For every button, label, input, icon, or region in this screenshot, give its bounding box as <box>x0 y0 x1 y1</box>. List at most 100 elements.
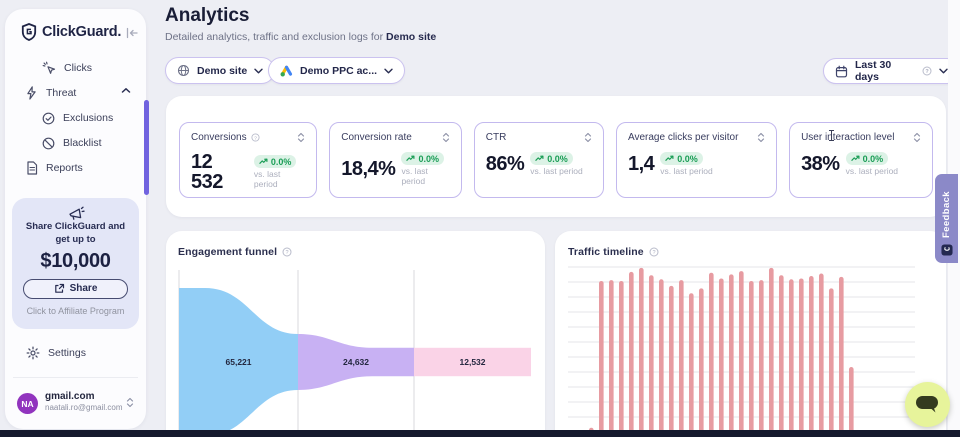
promo-footer: Click to Affiliate Program <box>26 305 125 316</box>
kpi-value: 1,4 <box>627 153 655 175</box>
sidebar-divider <box>13 377 138 378</box>
sidebar-item-exclusions[interactable]: Exclusions <box>42 108 113 128</box>
sidebar-item-threat[interactable]: Threat <box>26 83 76 103</box>
kpi-label: Conversions <box>191 132 247 143</box>
trend-up-icon <box>665 155 674 161</box>
threat-icon <box>26 86 38 100</box>
logo: ClickGuard. <box>21 23 121 41</box>
svg-text:?: ? <box>925 69 929 75</box>
info-circle-icon[interactable]: ? <box>282 247 292 257</box>
svg-text:65,221: 65,221 <box>226 357 252 367</box>
info-circle-icon[interactable]: ? <box>649 247 659 257</box>
promo-text-line1: Share ClickGuard and <box>25 221 126 232</box>
sort-stepper-icon[interactable] <box>584 132 592 143</box>
share-button[interactable]: Share <box>23 278 128 299</box>
share-button-label: Share <box>69 283 98 295</box>
funnel-chart-title: Engagement funnel <box>178 246 278 258</box>
sidebar-item-label: Clicks <box>64 62 92 74</box>
chat-widget-button[interactable] <box>905 382 950 427</box>
sort-stepper-icon[interactable] <box>913 132 921 143</box>
select-stepper-icon <box>126 397 134 408</box>
kpi-delta-badge: 0.0% <box>530 152 573 165</box>
circle-check-icon <box>42 112 55 125</box>
svg-text:?: ? <box>652 250 655 256</box>
kpi-value: 18,4% <box>341 158 396 180</box>
sidebar-item-clicks[interactable]: Clicks <box>42 58 92 78</box>
site-filter-dropdown[interactable]: Demo site <box>165 57 276 84</box>
timeline-chart-title: Traffic timeline <box>568 246 644 258</box>
ppc-account-dropdown[interactable]: Demo PPC ac... <box>268 57 406 84</box>
feedback-tab[interactable]: Feedback <box>935 174 958 263</box>
page-subtitle: Detailed analytics, traffic and exclusio… <box>165 31 436 43</box>
kpi-label: Conversion rate <box>341 132 412 143</box>
ban-icon <box>42 137 55 150</box>
account-email: naatali.ro@gmail.com <box>45 403 123 412</box>
kpi-label: CTR <box>485 132 507 143</box>
kpi-card-avg-clicks: Average clicks per visitor 1,4 0.0% vs. … <box>615 122 778 198</box>
svg-text:?: ? <box>286 250 289 256</box>
sidebar-item-blacklist[interactable]: Blacklist <box>42 133 102 153</box>
page-subtitle-text: Detailed analytics, traffic and exclusio… <box>165 31 384 43</box>
site-filter-value: Demo site <box>197 64 248 77</box>
kpi-delta-badge: 0.0% <box>253 155 297 168</box>
trend-up-icon <box>535 155 544 161</box>
calendar-icon <box>835 65 848 78</box>
sort-stepper-icon[interactable] <box>757 132 765 143</box>
kpi-card-ctr: CTR 86% 0.0% vs. last period <box>473 122 604 198</box>
sidebar-item-reports[interactable]: Reports <box>26 158 83 178</box>
kpi-delta-badge: 0.0% <box>660 152 703 165</box>
sidebar-item-label: Blacklist <box>63 137 102 149</box>
sidebar: ClickGuard. Clicks Threat Exclusions <box>5 9 146 429</box>
promo-text-line2: get up to <box>55 233 96 245</box>
document-icon <box>26 161 38 175</box>
google-ads-icon <box>280 65 293 77</box>
chevron-up-icon[interactable] <box>121 87 131 94</box>
kpi-caption: vs. last period <box>845 166 899 176</box>
page-title: Analytics <box>165 5 250 26</box>
shield-logo-icon <box>21 23 37 41</box>
kpi-caption: vs. last period <box>401 166 428 186</box>
info-circle-icon[interactable]: ? <box>251 133 260 142</box>
account-name: gmail.com <box>45 391 95 402</box>
kpi-value: 38% <box>801 153 840 175</box>
affiliate-promo-card[interactable]: Share ClickGuard and get up to $10,000 S… <box>12 198 139 329</box>
external-link-icon <box>54 283 65 294</box>
sidebar-item-label: Settings <box>48 347 86 359</box>
engagement-funnel-card: Engagement funnel ? 65,221 24,632 12,532 <box>166 231 545 437</box>
sidebar-scrollbar[interactable] <box>144 100 149 195</box>
date-range-value: Last 30 days <box>855 59 892 83</box>
kpi-delta-badge: 0.0% <box>845 152 889 165</box>
sidebar-item-settings[interactable]: Settings <box>26 343 86 363</box>
gear-icon <box>26 346 40 360</box>
kpi-caption: vs. last period <box>660 166 713 176</box>
click-icon <box>42 61 56 75</box>
page-subtitle-site: Demo site <box>386 31 437 43</box>
engagement-funnel-chart: 65,221 24,632 12,532 <box>178 270 531 437</box>
svg-text:24,632: 24,632 <box>343 357 369 367</box>
account-switcher[interactable]: NA gmail.com naatali.ro@gmail.com <box>5 390 146 426</box>
kpi-value: 86% <box>485 153 525 175</box>
ppc-account-value: Demo PPC ac... <box>300 64 378 77</box>
trend-up-icon <box>850 155 860 161</box>
date-range-dropdown[interactable]: Last 30 days ? <box>823 58 960 84</box>
text-cursor <box>829 130 834 141</box>
sidebar-item-label: Reports <box>46 162 83 174</box>
avatar: NA <box>17 393 38 414</box>
kpi-label: Average clicks per visitor <box>627 132 739 143</box>
kpi-card-conversions: Conversions ? 12 532 0.0% vs. last perio… <box>179 122 318 198</box>
info-circle-icon[interactable]: ? <box>922 66 932 76</box>
sidebar-item-label: Exclusions <box>63 112 114 124</box>
megaphone-icon <box>67 206 85 221</box>
svg-text:?: ? <box>254 135 257 141</box>
kpi-label: User interaction level <box>801 132 895 143</box>
promo-amount: $10,000 <box>40 249 111 272</box>
trend-up-icon <box>259 158 268 164</box>
sidebar-collapse-icon[interactable] <box>125 26 139 40</box>
chevron-down-icon <box>254 68 263 74</box>
feedback-label: Feedback <box>941 190 952 238</box>
chat-bubble-icon <box>915 395 940 414</box>
chevron-down-icon <box>384 68 393 74</box>
sort-stepper-icon[interactable] <box>442 132 450 143</box>
sort-stepper-icon[interactable] <box>297 132 305 143</box>
